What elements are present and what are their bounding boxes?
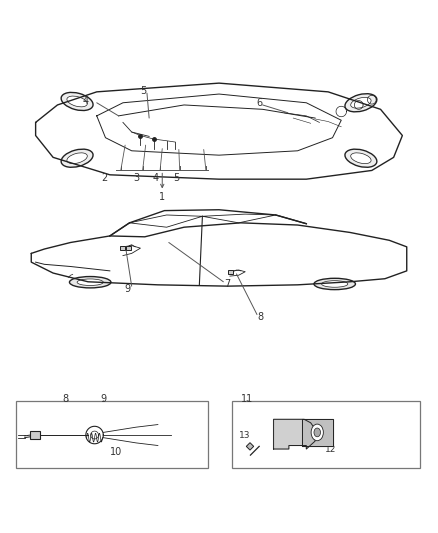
Ellipse shape — [77, 279, 103, 286]
Ellipse shape — [314, 428, 321, 437]
Text: 7: 7 — [224, 279, 230, 289]
Bar — [232, 400, 420, 468]
Ellipse shape — [67, 153, 87, 164]
Ellipse shape — [67, 96, 87, 107]
Text: 8: 8 — [258, 312, 264, 322]
Ellipse shape — [311, 424, 323, 441]
Ellipse shape — [61, 92, 93, 110]
Text: 4: 4 — [83, 96, 89, 106]
Text: 3: 3 — [133, 173, 139, 183]
Text: 9: 9 — [125, 284, 131, 294]
Ellipse shape — [61, 149, 93, 167]
Bar — [120, 246, 125, 250]
Ellipse shape — [351, 98, 371, 108]
Ellipse shape — [314, 278, 356, 289]
Ellipse shape — [351, 153, 371, 164]
Bar — [126, 246, 131, 250]
Text: 6: 6 — [256, 98, 262, 108]
Text: 9: 9 — [101, 394, 107, 404]
Text: 1: 1 — [159, 192, 165, 201]
Text: 13: 13 — [239, 431, 250, 440]
Text: 11: 11 — [241, 394, 253, 404]
Ellipse shape — [321, 281, 348, 287]
Bar — [16, 400, 208, 468]
Polygon shape — [274, 419, 315, 449]
Text: 8: 8 — [62, 394, 68, 404]
Polygon shape — [302, 419, 332, 446]
Bar — [228, 270, 233, 274]
Text: 10: 10 — [110, 447, 122, 457]
Ellipse shape — [345, 94, 377, 112]
Ellipse shape — [345, 149, 377, 167]
Text: 5: 5 — [140, 86, 146, 96]
Text: 2: 2 — [102, 173, 108, 183]
Bar — [30, 431, 40, 439]
Ellipse shape — [70, 277, 111, 288]
Bar — [246, 443, 254, 450]
Text: 4: 4 — [152, 173, 159, 183]
Text: 5: 5 — [173, 173, 180, 183]
Text: 12: 12 — [325, 446, 336, 454]
